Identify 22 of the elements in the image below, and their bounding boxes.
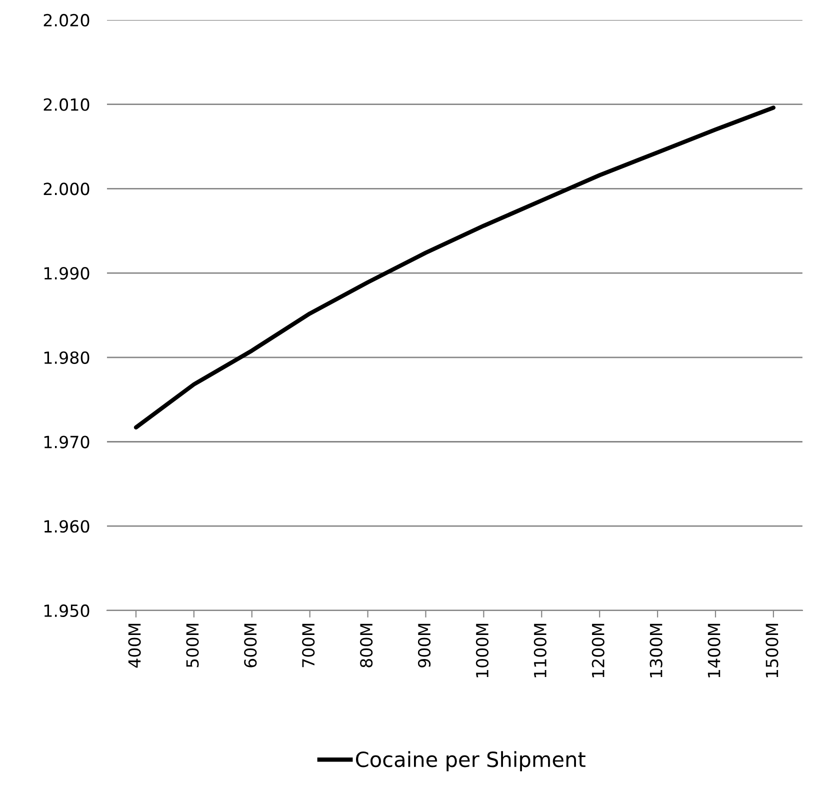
x-tick-label: 600M <box>244 624 257 668</box>
y-tick-label: 2.000 <box>44 182 90 196</box>
y-tick-label: 1.970 <box>44 436 90 448</box>
x-tick-label: 1500M <box>766 624 778 678</box>
x-tick-label: 800M <box>360 624 373 668</box>
y-tick-label: 1.950 <box>44 604 90 618</box>
line-series <box>134 106 776 430</box>
x-tick-label: 400M <box>128 624 141 668</box>
y-tick-label: 2.010 <box>44 98 90 111</box>
y-tick-label: 1.980 <box>44 351 90 364</box>
y-tick-label: 1.990 <box>44 266 90 280</box>
x-tick-label: 900M <box>418 624 431 668</box>
y-tick-label: 2.020 <box>44 14 90 27</box>
x-tick-label: 1000M <box>476 624 489 678</box>
x-tick-label: 1400M <box>708 624 720 678</box>
x-tick-label: 500M <box>186 624 199 668</box>
x-tick-label: 1300M <box>650 624 662 678</box>
x-tick-label: 1100M <box>534 624 546 678</box>
x-tick-label: 1200M <box>592 624 604 678</box>
y-tick-label: 1.960 <box>44 520 90 533</box>
x-tick-label: 700M <box>302 624 315 668</box>
legend-label: Cocaine per Shipment <box>356 751 586 772</box>
